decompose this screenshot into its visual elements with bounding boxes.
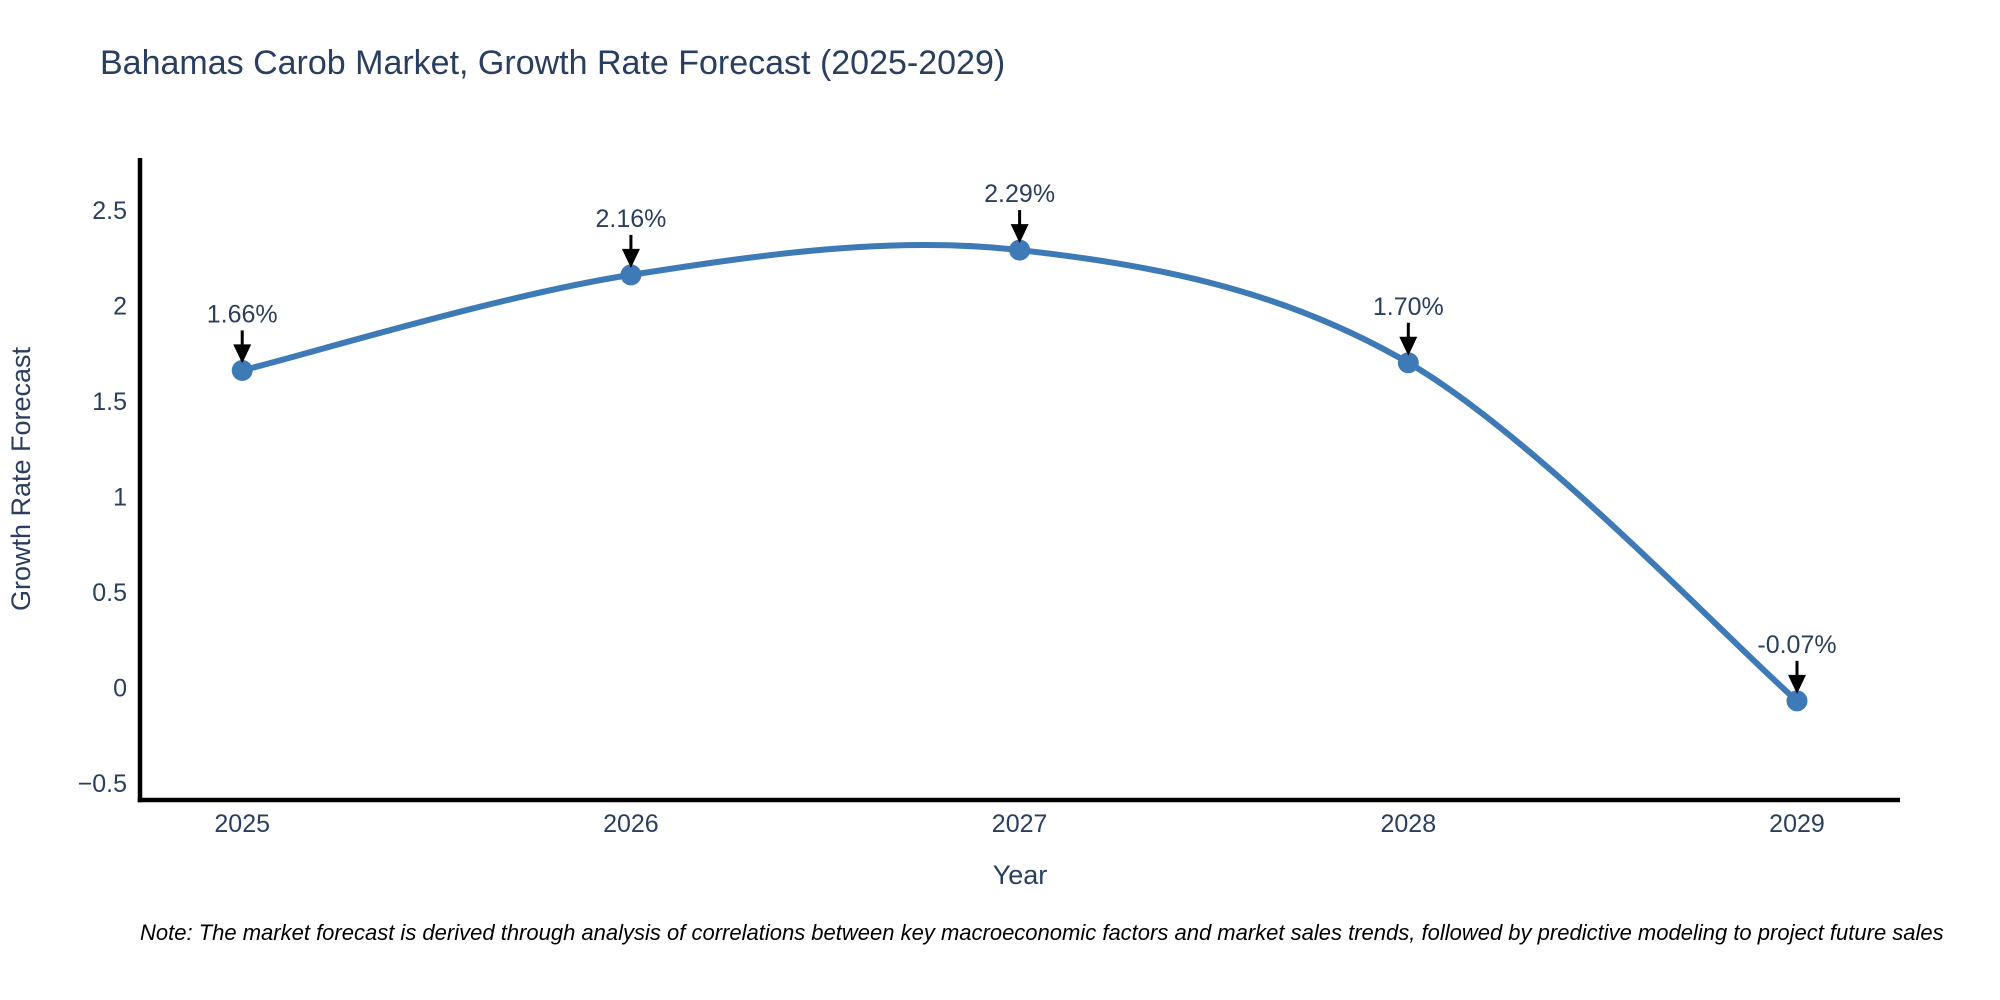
footnote: Note: The market forecast is derived thr…: [140, 920, 1944, 945]
x-axis-tick-labels: 2025 2026 2027 2028 2029: [214, 810, 1824, 838]
y-axis-title: Growth Rate Forecast: [6, 346, 36, 611]
x-tick-label: 2028: [1380, 810, 1436, 838]
y-tick-label: 1: [113, 483, 127, 511]
annotation-label: 1.66%: [207, 300, 278, 328]
annotation-arrowhead: [1787, 674, 1806, 694]
annotation-arrowhead: [1399, 336, 1418, 356]
data-point-marker: [1397, 352, 1419, 374]
annotation-label: -0.07%: [1757, 631, 1836, 659]
x-tick-label: 2026: [603, 810, 659, 838]
data-point-marker: [1786, 690, 1808, 712]
annotation-label: 1.70%: [1373, 293, 1444, 321]
y-tick-label: 1.5: [92, 388, 127, 416]
x-tick-label: 2025: [214, 810, 270, 838]
y-tick-label: 0.5: [92, 579, 127, 607]
annotation-arrowhead: [233, 344, 252, 364]
data-point-markers: [231, 239, 1808, 712]
data-point-marker: [620, 264, 642, 286]
annotation-label: 2.29%: [984, 180, 1055, 208]
annotation-arrowhead: [1010, 224, 1029, 244]
x-tick-label: 2027: [992, 810, 1048, 838]
y-tick-label: 2.5: [92, 197, 127, 225]
forecast-line-series: [239, 241, 1800, 704]
y-tick-label: −0.5: [78, 770, 127, 798]
annotation-arrowhead: [621, 248, 640, 268]
x-tick-label: 2029: [1769, 810, 1825, 838]
x-axis-title: Year: [993, 860, 1048, 890]
annotation-label: 2.16%: [595, 205, 666, 233]
data-point-marker: [1009, 239, 1031, 261]
data-point-marker: [231, 359, 253, 381]
chart-title: Bahamas Carob Market, Growth Rate Foreca…: [100, 44, 1005, 82]
y-tick-label: 0: [113, 674, 127, 702]
y-tick-label: 2: [113, 292, 127, 320]
point-annotations: 1.66% 2.16% 2.29% 1.70% -0.07%: [207, 180, 1837, 694]
y-axis-tick-labels: 2.5 2 1.5 1 0.5 0 −0.5: [78, 197, 127, 798]
